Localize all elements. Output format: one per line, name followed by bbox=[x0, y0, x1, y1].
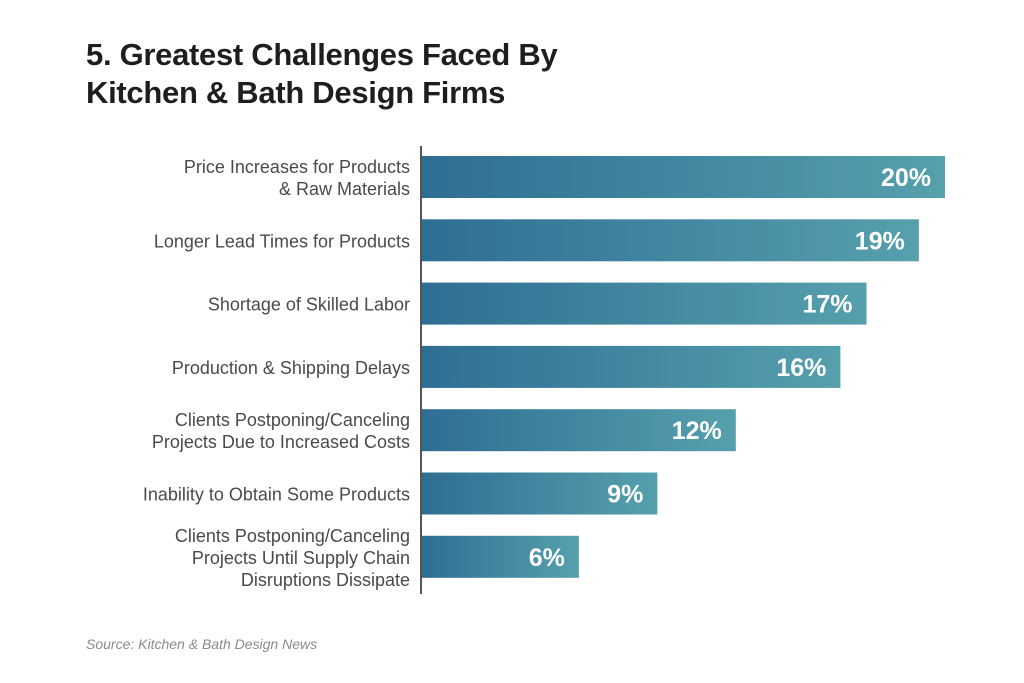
bar-value-label: 17% bbox=[803, 291, 853, 319]
category-label: Price Increases for Products & Raw Materi… bbox=[184, 157, 410, 199]
bar-value-label: 9% bbox=[607, 481, 643, 509]
source-note: Source: Kitchen & Bath Design News bbox=[86, 636, 318, 652]
bar bbox=[422, 282, 867, 325]
bar-value-label: 19% bbox=[855, 227, 905, 255]
category-label: Clients Postponing/Canceling Projects Due… bbox=[152, 410, 410, 452]
category-label: Inability to Obtain Some Products bbox=[143, 485, 410, 505]
bar bbox=[422, 472, 658, 515]
bar-value-label: 20% bbox=[881, 164, 931, 192]
chart-title-line-2: Kitchen & Bath Design Firms bbox=[86, 75, 506, 110]
bar bbox=[422, 156, 945, 198]
category-label: Longer Lead Times for Products bbox=[154, 231, 410, 251]
bar-value-label: 16% bbox=[776, 354, 826, 382]
chart-title-line-1: 5. Greatest Challenges Faced By bbox=[86, 37, 558, 72]
bar bbox=[422, 409, 736, 452]
bar-value-label: 6% bbox=[529, 544, 565, 572]
bar bbox=[422, 345, 841, 388]
category-label: Shortage of Skilled Labor bbox=[208, 295, 410, 315]
bar bbox=[422, 219, 919, 262]
bar-value-label: 12% bbox=[672, 417, 722, 445]
bar bbox=[422, 535, 579, 578]
category-label: Clients Postponing/Canceling Projects Unt… bbox=[175, 526, 410, 590]
category-label: Production & Shipping Delays bbox=[172, 358, 410, 378]
chart-title: 5. Greatest Challenges Faced By Kitchen … bbox=[86, 36, 558, 112]
